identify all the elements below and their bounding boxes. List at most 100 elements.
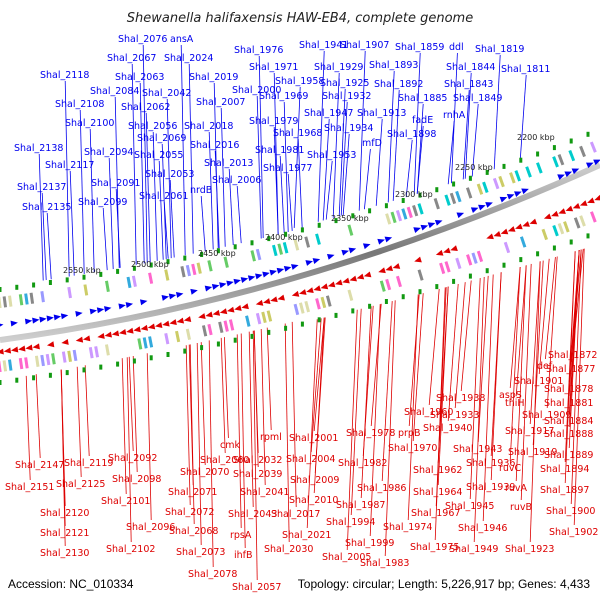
gene-label: Shal_2019 <box>189 72 238 83</box>
green-tick <box>99 364 103 370</box>
leader-line <box>364 148 371 210</box>
gene-label: ihfB <box>234 550 253 561</box>
reverse-gene-arrow <box>587 197 595 204</box>
leader-line <box>342 133 350 216</box>
forward-gene-arrow <box>0 322 4 329</box>
gene-label: Shal_2101 <box>101 496 150 507</box>
gene-label: Shal_2006 <box>212 175 261 186</box>
forward-gene-arrow <box>168 293 177 300</box>
scale-tick-label: 2400 kbp <box>265 233 303 242</box>
reverse-gene-arrow <box>140 324 149 331</box>
leader-line <box>142 44 148 263</box>
leader-line <box>358 50 366 211</box>
feature-block <box>0 360 2 373</box>
leader-line <box>490 272 502 481</box>
reverse-gene-arrow <box>104 331 112 338</box>
feature-block <box>509 172 516 184</box>
feature-block <box>271 244 278 257</box>
gene-label: Shal_2068 <box>169 526 218 537</box>
green-tick <box>48 372 52 378</box>
leader-line <box>131 63 137 265</box>
gene-label: ruvA <box>505 483 528 494</box>
gene-label: Shal_2013 <box>204 158 253 169</box>
green-tick <box>82 274 86 280</box>
gene-label: Shal_2091 <box>91 178 140 189</box>
feature-block <box>164 333 170 345</box>
gene-label: Shal_1819 <box>475 44 524 55</box>
gene-label: Shal_2119 <box>64 458 113 469</box>
forward-gene-arrow <box>46 315 54 322</box>
leader-line <box>529 261 541 543</box>
feature-block <box>223 320 229 332</box>
forward-gene-arrow <box>499 196 508 203</box>
gene-label: Shal_1917 <box>505 426 554 437</box>
forward-gene-arrow <box>571 168 580 175</box>
leader-line <box>293 86 301 228</box>
gene-label: Shal_1962 <box>413 465 462 476</box>
reverse-gene-arrow <box>241 303 249 310</box>
gene-label: Shal_1881 <box>544 398 593 409</box>
gene-label: Shal_1976 <box>234 45 283 56</box>
reverse-gene-arrow <box>558 208 566 214</box>
gene-label: Shal_1898 <box>387 129 436 140</box>
leader-line <box>126 357 132 543</box>
green-tick <box>536 251 540 257</box>
feature-block <box>104 280 110 292</box>
leader-line <box>447 120 455 185</box>
gene-label: Shal_2055 <box>134 150 183 161</box>
feature-block <box>455 257 462 270</box>
green-tick <box>569 239 573 245</box>
leader-line <box>64 80 70 277</box>
feature-block <box>525 166 532 178</box>
leader-line <box>471 103 479 177</box>
feature-block <box>347 224 354 236</box>
forward-gene-arrow <box>211 283 220 290</box>
forward-gene-arrow <box>327 253 335 260</box>
leader-line <box>139 82 145 264</box>
feature-block <box>228 319 235 331</box>
leader-line <box>297 138 303 229</box>
forward-gene-arrow <box>377 238 385 245</box>
green-tick <box>250 240 254 246</box>
leader-line <box>152 131 158 261</box>
reverse-gene-arrow <box>594 194 600 201</box>
leader-line <box>317 50 325 222</box>
forward-gene-arrow <box>470 207 479 214</box>
reverse-gene-arrow <box>61 338 69 345</box>
gene-label: Shal_1940 <box>423 423 472 434</box>
gene-label: Shal_1843 <box>444 79 493 90</box>
feature-block <box>191 263 197 276</box>
leader-line <box>208 340 214 568</box>
feature-block <box>568 149 576 162</box>
forward-gene-arrow <box>456 212 465 219</box>
feature-block <box>395 275 402 288</box>
forward-gene-arrow <box>10 320 18 327</box>
leader-line <box>196 342 202 546</box>
reverse-gene-arrow <box>572 202 581 209</box>
gene-label: Shal_2009 <box>290 475 339 486</box>
gene-label: Shal_1849 <box>453 93 502 104</box>
gene-label: Shal_1949 <box>449 544 498 555</box>
scale-tick-label: 2300 kbp <box>395 190 433 199</box>
gene-label: Shal_2007 <box>196 97 245 108</box>
gene-label: Shal_2099 <box>78 197 127 208</box>
gene-label: Shal_2094 <box>84 147 133 158</box>
feature-block <box>282 242 289 254</box>
gene-label: Shal_2067 <box>107 53 156 64</box>
feature-block <box>390 211 397 224</box>
leader-line <box>338 88 346 217</box>
gene-label: Shal_1964 <box>413 487 462 498</box>
green-tick <box>300 321 304 327</box>
gene-label: Shal_2069 <box>137 133 186 144</box>
gene-label: Shal_1907 <box>340 40 389 51</box>
feature-block <box>320 296 327 309</box>
leader-line <box>200 342 206 466</box>
feature-block <box>563 221 570 233</box>
gene-label: Shal_2018 <box>184 121 233 132</box>
feature-block <box>449 192 457 205</box>
top-gene-labels: Shal_2076 ansA Shal_2067 Shal_2024 Shal_2118… <box>14 34 550 213</box>
feature-block <box>218 321 224 334</box>
feature-block <box>94 346 100 358</box>
green-tick <box>166 259 170 265</box>
leader-line <box>163 201 169 259</box>
